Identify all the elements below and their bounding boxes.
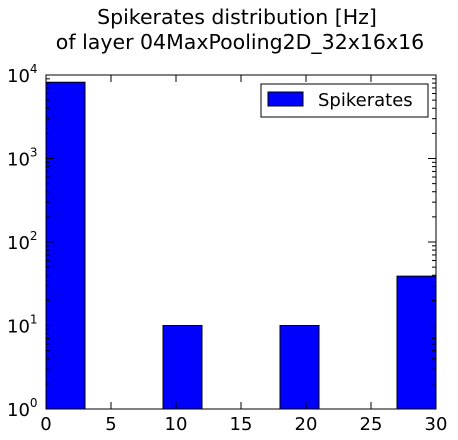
y-tick-label-1: 101 (7, 313, 38, 338)
y-tick-base-1: 10 (7, 317, 30, 338)
y-tick-label-3: 103 (7, 146, 38, 171)
x-tick-label-5: 25 (360, 414, 383, 435)
chart-title-line-1: Spikerates distribution [Hz] (97, 5, 377, 29)
x-tick-label-3: 15 (230, 414, 253, 435)
y-tick-label-0: 100 (7, 396, 38, 421)
x-tick-labels: 0 5 10 15 20 25 30 (40, 414, 447, 435)
y-tick-base-0: 10 (7, 400, 30, 421)
y-tick-base-2: 10 (7, 233, 30, 254)
x-tick-label-1: 5 (105, 414, 116, 435)
plot-area-frame (45, 74, 437, 410)
legend-box (260, 83, 429, 118)
y-tick-exponent-4: 4 (30, 62, 38, 76)
legend-label: Spikerates (318, 90, 413, 111)
y-tick-label-2: 102 (7, 229, 38, 254)
chart-title-line-2: of layer 04MaxPooling2D_32x16x16 (56, 30, 424, 55)
legend: Spikerates (260, 83, 429, 118)
bars-layer (45, 81, 437, 410)
y-tick-base-4: 10 (7, 66, 30, 87)
y-tick-exponent-2: 2 (30, 229, 38, 243)
legend-swatch (267, 91, 304, 107)
histogram-bar-1 (162, 325, 203, 410)
y-tick-exponent-0: 0 (30, 396, 38, 410)
x-tick-label-6: 30 (425, 414, 448, 435)
x-tick-label-4: 20 (295, 414, 318, 435)
x-tick-label-0: 0 (40, 414, 51, 435)
y-tick-label-4: 104 (7, 62, 38, 87)
y-tick-exponent-3: 3 (30, 146, 38, 160)
y-tick-exponent-1: 1 (30, 313, 38, 327)
histogram-bar-3 (396, 275, 437, 410)
x-tick-label-2: 10 (165, 414, 188, 435)
histogram-bar-0 (45, 81, 86, 410)
y-tick-base-3: 10 (7, 150, 30, 171)
axis-ticks (45, 74, 437, 410)
histogram-bar-2 (279, 325, 320, 410)
